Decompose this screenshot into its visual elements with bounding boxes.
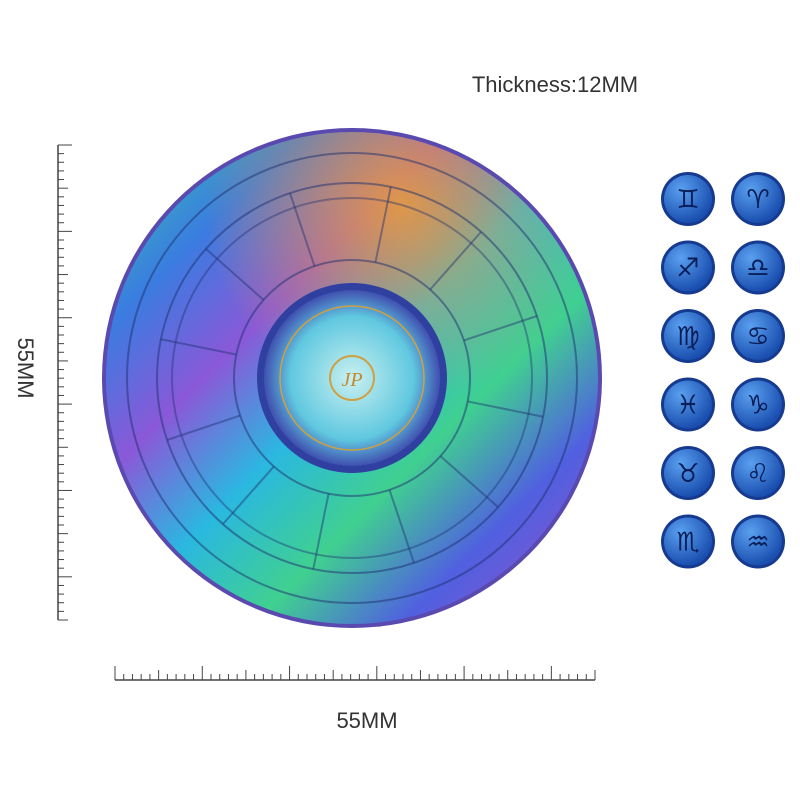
ring-divider	[166, 414, 241, 441]
zodiac-icons: ♊ ♈ ♐ ♎ ♍ ♋ ♓ ♑ ♉ ♌ ♏ ♒	[661, 172, 785, 569]
ring-divider	[374, 186, 392, 263]
zodiac-icon: ♌	[746, 459, 769, 489]
zodiac-icon: ♍	[676, 322, 699, 352]
ring-divider	[205, 248, 265, 301]
icon-face	[664, 517, 712, 566]
icon-face	[734, 175, 782, 223]
zodiac-icon: ♑	[746, 391, 769, 421]
ring-divider	[439, 455, 499, 508]
horizontal-ruler	[114, 666, 596, 681]
zodiac-icon: ♒	[746, 528, 769, 558]
ring-divider	[222, 465, 275, 525]
icon-face	[664, 175, 712, 223]
icon-face	[664, 380, 712, 429]
zodiac-icon: ♎	[746, 254, 769, 284]
ring-divider	[289, 192, 316, 267]
spinner: JP	[102, 128, 602, 628]
zodiac-icon: ♉	[676, 459, 699, 489]
ring-divider	[429, 231, 482, 291]
zodiac-icon: ♋	[746, 322, 769, 352]
icon-face	[734, 243, 782, 292]
zodiac-icon: ♈	[746, 185, 769, 215]
thickness-label: Thickness:12MM	[472, 72, 638, 97]
zodiac-icon: ♏	[676, 528, 699, 558]
height-label: 55MM	[13, 337, 38, 398]
icon-face	[734, 449, 782, 497]
icon-face	[734, 380, 782, 429]
ring-divider	[463, 315, 538, 342]
icon-face	[664, 243, 712, 292]
zodiac-icon: ♓	[676, 391, 699, 421]
zodiac-icon: ♊	[676, 185, 699, 215]
coin-center-text: JP	[341, 369, 362, 391]
ring-divider	[312, 493, 330, 570]
icon-face	[664, 312, 712, 360]
width-label: 55MM	[336, 708, 397, 733]
ring-divider	[388, 489, 415, 564]
ring-divider	[160, 338, 237, 356]
ring-divider	[467, 400, 544, 418]
zodiac-icon: ♐	[676, 254, 699, 284]
icon-face	[734, 312, 782, 360]
vertical-ruler	[57, 144, 72, 621]
icon-face	[734, 517, 782, 566]
icon-face	[664, 449, 712, 497]
